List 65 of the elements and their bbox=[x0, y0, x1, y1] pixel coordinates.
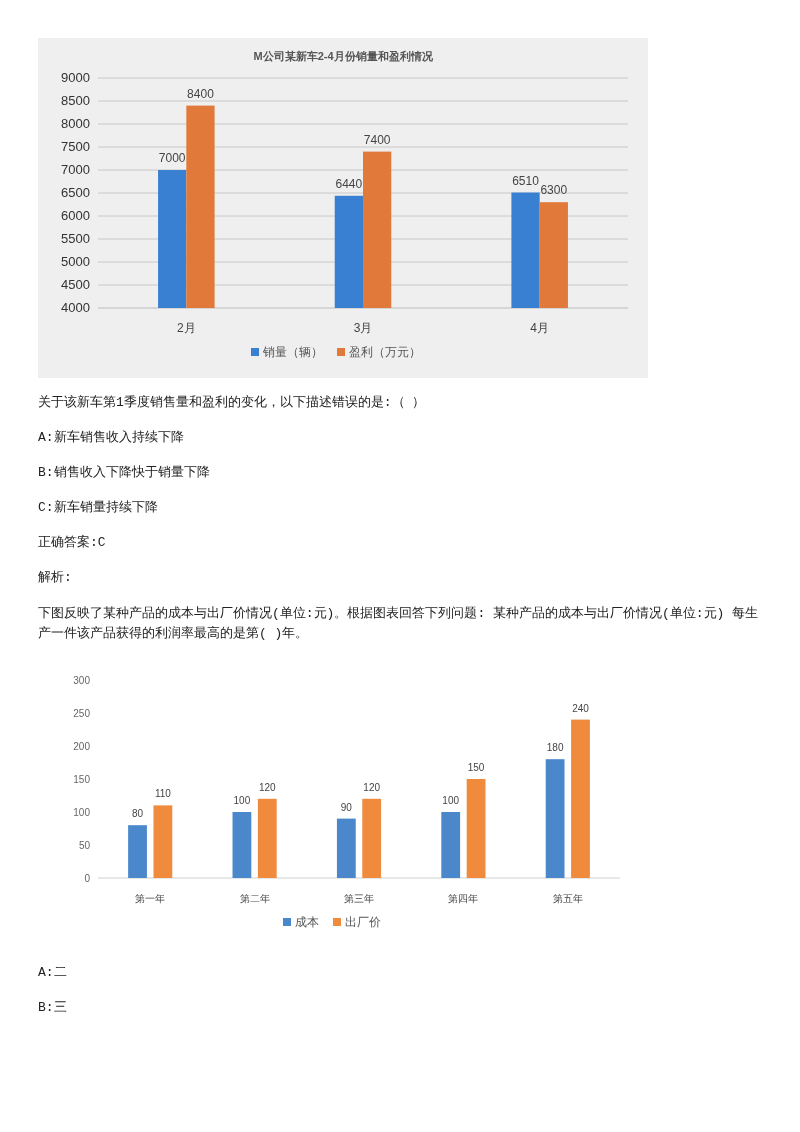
data-label: 6440 bbox=[335, 176, 363, 191]
data-label: 100 bbox=[233, 795, 251, 806]
data-label: 120 bbox=[363, 781, 381, 793]
y-tick-label: 300 bbox=[73, 675, 91, 686]
y-tick-label: 4500 bbox=[61, 277, 90, 292]
bar bbox=[441, 812, 461, 878]
bar bbox=[128, 825, 147, 878]
y-tick-label: 150 bbox=[73, 774, 91, 785]
x-tick-label: 第四年 bbox=[448, 893, 479, 904]
y-tick-label: 6000 bbox=[61, 208, 90, 223]
bar bbox=[232, 812, 252, 878]
x-tick-label: 第二年 bbox=[239, 893, 270, 904]
y-tick-label: 4000 bbox=[61, 300, 90, 315]
y-tick-label: 100 bbox=[73, 807, 91, 818]
y-tick-label: 7000 bbox=[61, 162, 90, 177]
data-label: 80 bbox=[131, 808, 144, 820]
data-label: 240 bbox=[572, 702, 590, 714]
data-label: 90 bbox=[340, 801, 353, 813]
bar bbox=[466, 779, 486, 878]
y-tick-label: 8500 bbox=[61, 93, 90, 108]
data-label: 6510 bbox=[512, 173, 540, 188]
x-tick-label: 第一年 bbox=[135, 893, 166, 904]
legend-label: 成本 bbox=[295, 915, 319, 929]
text: 解析: bbox=[38, 569, 73, 587]
bar bbox=[336, 818, 356, 878]
text: 正确答案:C bbox=[38, 534, 107, 552]
chart-title: M公司某新车2-4月份销量和盈利情况 bbox=[253, 50, 434, 62]
legend-label: 销量（辆） bbox=[262, 345, 323, 359]
text: B:三 bbox=[38, 999, 68, 1017]
legend-label: 出厂价 bbox=[345, 915, 381, 929]
data-label: 8400 bbox=[187, 86, 215, 101]
y-tick-label: 5000 bbox=[61, 254, 90, 269]
text: A:新车销售收入持续下降 bbox=[38, 429, 185, 447]
y-tick-label: 50 bbox=[78, 840, 91, 851]
bar bbox=[362, 798, 382, 878]
x-tick-label: 3月 bbox=[353, 321, 373, 335]
bar bbox=[153, 805, 173, 878]
x-tick-label: 第五年 bbox=[552, 893, 583, 904]
x-tick-label: 4月 bbox=[530, 321, 550, 335]
y-tick-label: 6500 bbox=[61, 185, 90, 200]
x-tick-label: 第三年 bbox=[344, 893, 374, 904]
y-tick-label: 0 bbox=[84, 873, 91, 884]
bar bbox=[545, 759, 565, 878]
y-tick-label: 8000 bbox=[61, 116, 90, 131]
y-tick-label: 7500 bbox=[61, 139, 90, 154]
data-label: 6300 bbox=[540, 183, 568, 198]
x-tick-label: 2月 bbox=[176, 321, 196, 335]
chart-subtitle: 下图反映了某种产品的成本与出厂价情况(单位:元)。根据图表回答下列问题: 某种产品的成本与出厂价情况(单位:元) 每生产一件该产品获得的利润率最高的是第( )年。 bbox=[38, 605, 760, 643]
data-label: 110 bbox=[154, 788, 172, 800]
y-tick-label: 5500 bbox=[61, 231, 90, 246]
text: B:销售收入下降快于销量下降 bbox=[38, 464, 211, 482]
data-label: 120 bbox=[258, 781, 277, 793]
y-tick-label: 250 bbox=[73, 708, 91, 719]
data-label: 100 bbox=[442, 795, 460, 806]
text: C:新车销量持续下降 bbox=[38, 499, 159, 517]
text: A:二 bbox=[38, 964, 68, 982]
bar bbox=[257, 798, 277, 878]
y-tick-label: 9000 bbox=[61, 70, 90, 85]
data-label: 180 bbox=[546, 742, 564, 754]
data-label: 7400 bbox=[363, 132, 391, 147]
text: 关于该新车第1季度销售量和盈利的变化，以下描述错误的是:（ ） bbox=[38, 394, 427, 412]
bar bbox=[571, 719, 590, 878]
data-label: 7000 bbox=[158, 151, 186, 165]
data-label: 150 bbox=[467, 762, 485, 773]
y-tick-label: 200 bbox=[73, 741, 91, 752]
